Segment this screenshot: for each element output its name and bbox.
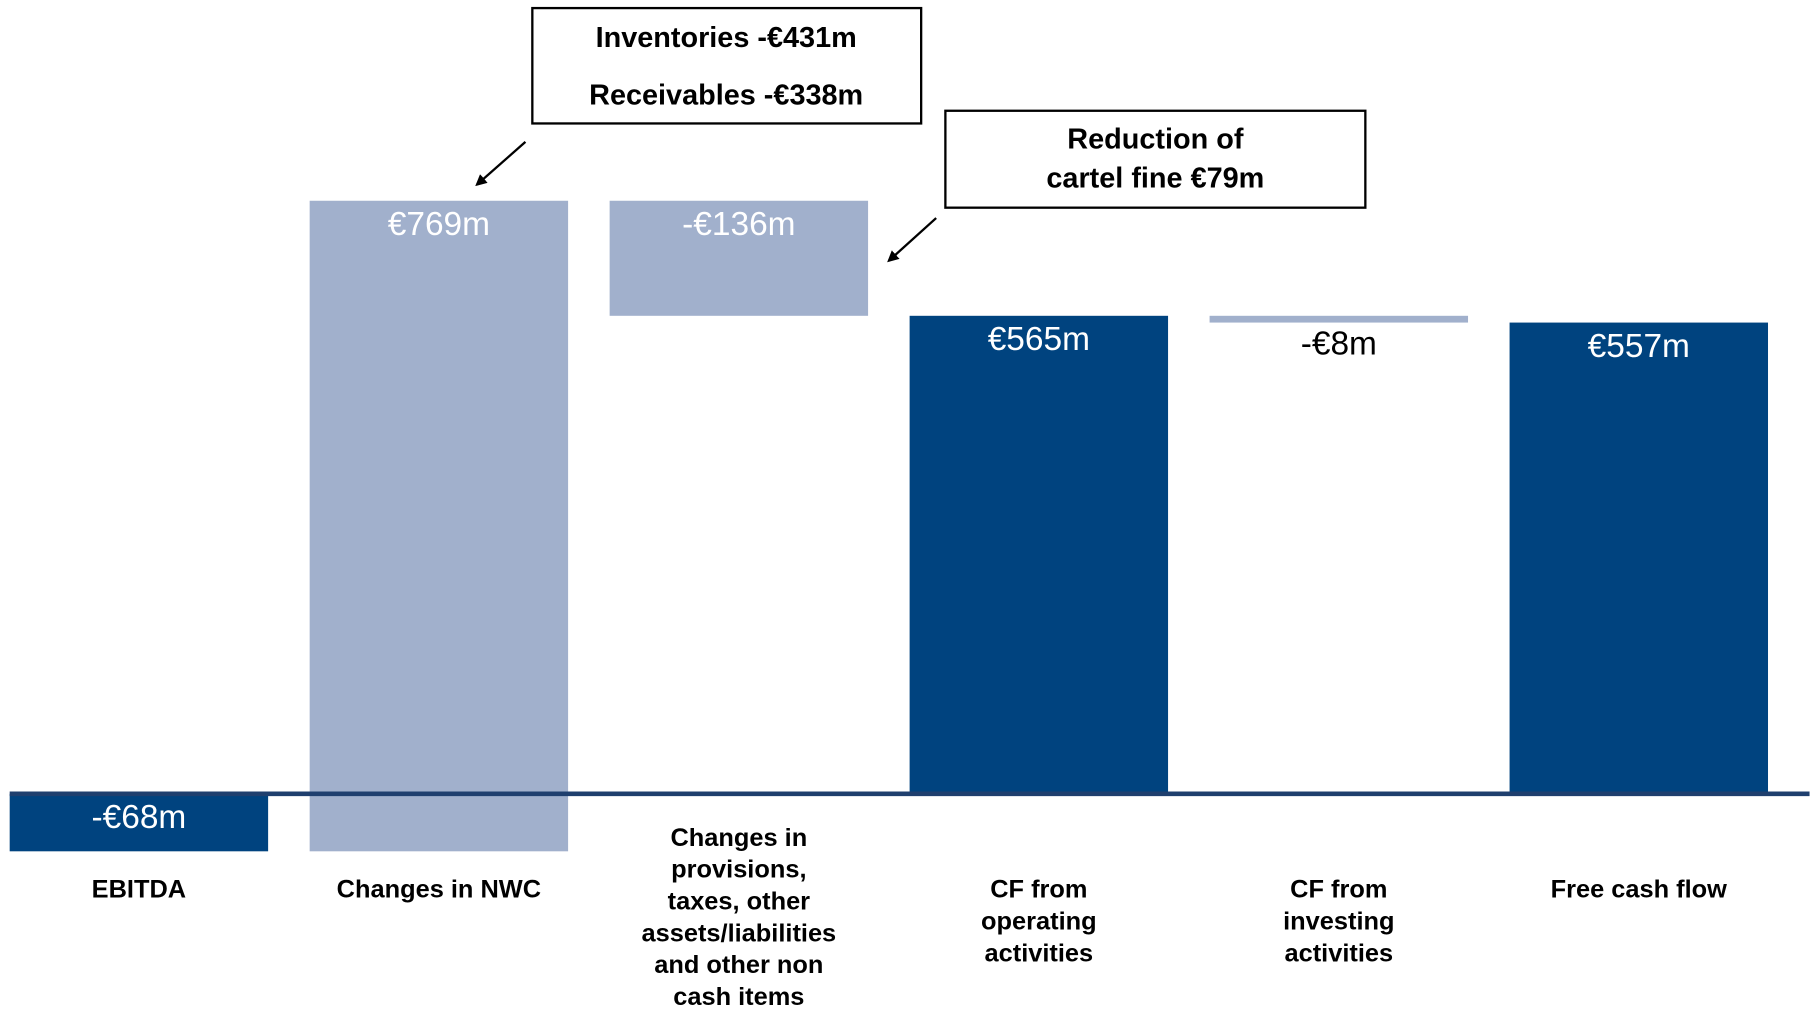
x-tick-label: CF from operating activities xyxy=(981,875,1097,967)
x-tick-label-line: taxes, other xyxy=(668,887,811,915)
value-label: -€8m xyxy=(1301,325,1377,362)
labels: -€68m EBITDA €769m Changes in NWC -€136m Chan… xyxy=(92,206,1728,1011)
value-label: €565m xyxy=(988,321,1090,358)
bar xyxy=(909,315,1169,794)
x-tick-label-line: CF from xyxy=(990,875,1087,903)
annotation-arrow xyxy=(475,141,527,187)
x-tick-label-line: assets/liabilities xyxy=(642,919,837,947)
x-tick-label-line: cash items xyxy=(673,983,804,1011)
x-tick-label-line: Changes in NWC xyxy=(337,875,541,903)
annotation-text: Reduction of xyxy=(1067,123,1244,155)
x-tick-label: EBITDA xyxy=(92,875,186,903)
annotation-text: Receivables -€338m xyxy=(589,80,863,112)
bars xyxy=(9,200,1769,852)
x-tick-label: Changes in provisions, taxes, other assets/… xyxy=(642,823,837,1010)
x-tick-label-line: activities xyxy=(1285,939,1394,967)
x-tick-label-line: operating xyxy=(981,907,1097,935)
bar xyxy=(1209,315,1469,323)
value-label: €557m xyxy=(1588,328,1690,365)
x-tick-label: Free cash flow xyxy=(1551,875,1728,903)
x-tick-label-line: investing xyxy=(1283,907,1394,935)
x-tick-label-line: provisions, xyxy=(671,855,806,883)
x-tick-label-line: and other non xyxy=(654,951,823,979)
annotation-box xyxy=(531,6,923,125)
bar xyxy=(609,200,869,316)
annotation-box xyxy=(944,109,1367,209)
x-tick-label-line: Free cash flow xyxy=(1551,875,1728,903)
annotation-arrow xyxy=(887,217,937,263)
x-tick-label: CF from investing activities xyxy=(1283,875,1394,967)
value-label: €769m xyxy=(388,206,490,243)
value-label: -€68m xyxy=(92,799,187,836)
annotation-text: cartel fine €79m xyxy=(1046,163,1264,195)
x-tick-label-line: activities xyxy=(985,939,1094,967)
annotation-text: Inventories -€431m xyxy=(596,22,857,54)
x-tick-label-line: EBITDA xyxy=(92,875,186,903)
bar xyxy=(1509,322,1769,794)
bar xyxy=(9,793,269,852)
value-label: -€136m xyxy=(682,206,795,243)
x-tick-label-line: Changes in xyxy=(670,823,807,851)
x-tick-label: Changes in NWC xyxy=(337,875,541,903)
bar xyxy=(309,200,569,852)
x-tick-label-line: CF from xyxy=(1290,875,1387,903)
